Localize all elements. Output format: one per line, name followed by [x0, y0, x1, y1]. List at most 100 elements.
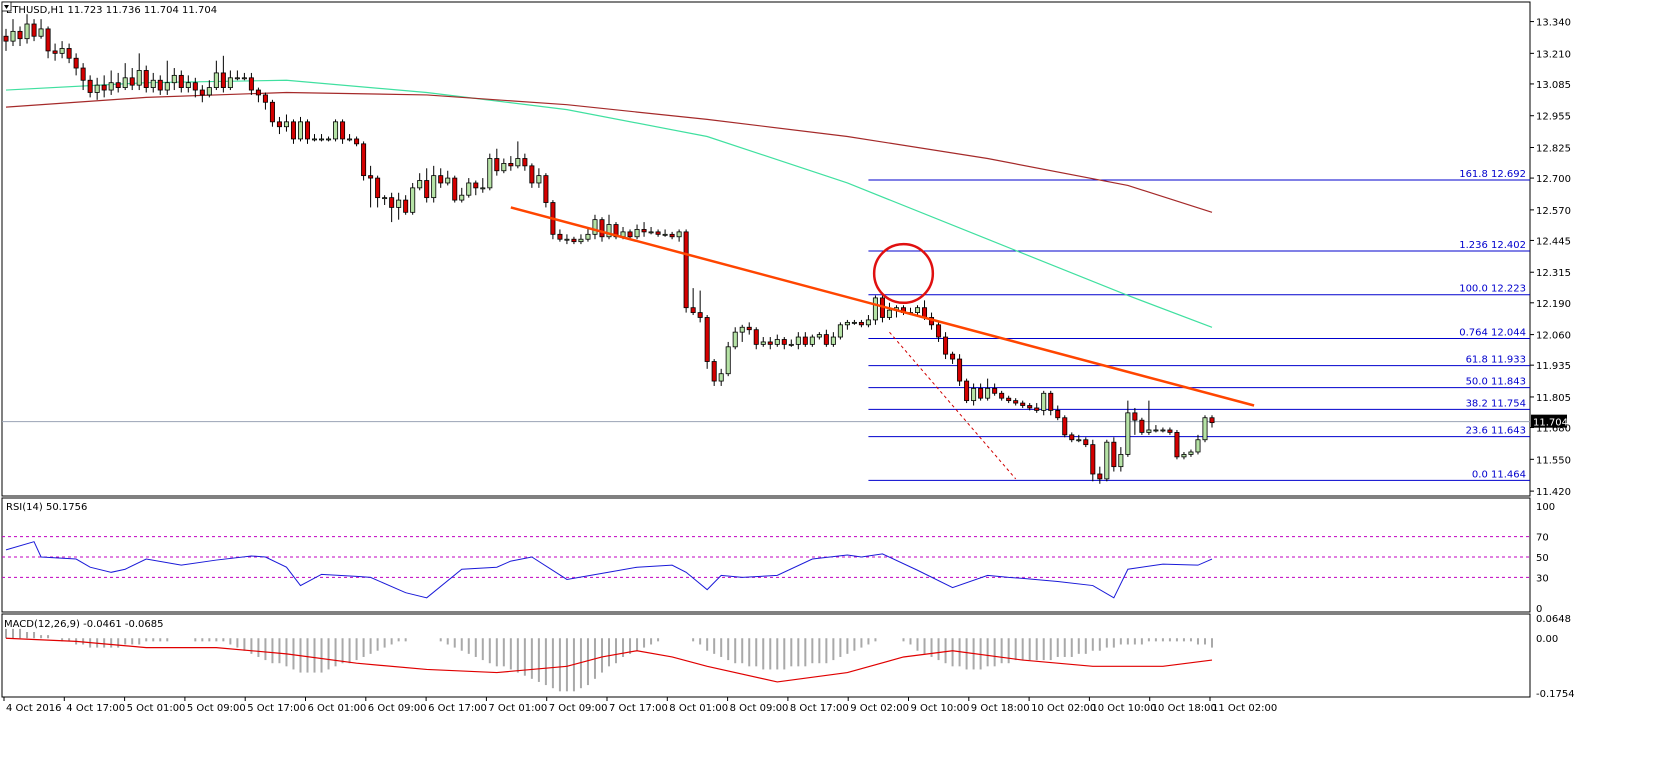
candle-bull: [319, 138, 325, 141]
x-tick-label: 9 Oct 18:00: [971, 703, 1030, 714]
candle-bear: [753, 329, 759, 345]
candle-bull: [725, 346, 731, 375]
candle-bear: [80, 67, 86, 81]
x-tick-label: 5 Oct 09:00: [187, 703, 246, 714]
candle-bull: [872, 297, 878, 321]
candle-bear: [1006, 397, 1012, 402]
highlight-circle: [872, 242, 935, 305]
candle-bear: [1167, 429, 1173, 433]
candle-bear: [746, 326, 752, 331]
candle-bull: [122, 77, 128, 88]
candle-bull: [136, 70, 142, 86]
candle-bear: [627, 231, 633, 238]
candle-bear: [1020, 402, 1026, 406]
price-frame: [1, 1, 1531, 497]
fib-level-label: 0.764 12.044: [1459, 328, 1526, 339]
x-tick-label: 7 Oct 09:00: [549, 703, 608, 714]
x-tick-label: 10 Oct 02:00: [1031, 703, 1096, 714]
candle-bear: [543, 175, 549, 203]
y-tick-label: 12.825: [1536, 144, 1571, 155]
candle-bull: [648, 231, 654, 234]
ma-red-line: [5, 91, 1213, 213]
x-tick-label: 10 Oct 18:00: [1152, 703, 1217, 714]
price-pane: 13.340 13.210 13.085 12.955 12.825 12.700 12.5…: [2, 14, 1571, 498]
fib-level-label: 50.0 11.843: [1466, 377, 1526, 388]
candle-bear: [978, 387, 984, 399]
dashed-projection-line: [889, 331, 1017, 480]
candle-bull: [662, 233, 668, 236]
y-tick-label: 12.445: [1536, 236, 1571, 247]
candle-bull: [585, 233, 591, 240]
candle-bear: [529, 165, 535, 184]
candle-bear: [999, 392, 1005, 399]
rsi-frame: [1, 497, 1531, 613]
y-tick-label: 12.190: [1536, 299, 1571, 310]
candle-bear: [424, 180, 430, 199]
candle-bear: [1174, 432, 1180, 458]
candle-bear: [641, 229, 647, 233]
candle-bear: [389, 197, 395, 208]
candle-bull: [739, 326, 745, 333]
candle-bear: [1209, 417, 1215, 424]
candle-bear: [3, 35, 9, 42]
candle-bull: [915, 307, 921, 313]
trend-line: [510, 206, 1255, 407]
fib-level-label: 23.6 11.643: [1466, 426, 1526, 437]
x-tick-label: 7 Oct 17:00: [609, 703, 668, 714]
candle-bear: [683, 231, 689, 309]
macd-tick-label: -0.1754: [1536, 689, 1575, 700]
candle-bear: [957, 358, 963, 382]
candle-bull: [150, 79, 156, 88]
y-tick-label: 13.085: [1536, 80, 1571, 91]
candle-bear: [101, 84, 107, 91]
candle-bear: [255, 89, 261, 96]
x-tick-label: 8 Oct 17:00: [790, 703, 849, 714]
candle-bull: [347, 138, 353, 141]
candle-bear: [115, 82, 121, 88]
candle-bear: [950, 353, 956, 360]
candle-bear: [508, 163, 514, 167]
candle-bear: [1069, 434, 1075, 441]
fib-level-label: 0.0 11.464: [1472, 469, 1526, 480]
y-tick-label: 12.060: [1536, 331, 1571, 342]
candle-bull: [59, 48, 65, 54]
candle-bear: [1062, 417, 1068, 436]
y-tick-label: 12.315: [1536, 268, 1571, 279]
x-tick-label: 7 Oct 01:00: [488, 703, 547, 714]
macd-signal-line: [5, 637, 1213, 683]
x-tick-label: 10 Oct 10:00: [1091, 703, 1156, 714]
x-tick-label: 5 Oct 01:00: [127, 703, 186, 714]
x-tick-label: 11 Oct 02:00: [1212, 703, 1277, 714]
candle-bear: [31, 23, 37, 37]
y-tick-label: 13.340: [1536, 18, 1571, 29]
candle-bear: [66, 48, 72, 59]
candle-bear: [354, 138, 360, 145]
rsi-pane-title: RSI(14) 50.1756: [6, 502, 87, 513]
candle-bull: [445, 177, 451, 184]
candle-bull: [431, 175, 437, 199]
candle-bear: [452, 177, 458, 201]
y-tick-label: 12.955: [1536, 112, 1571, 123]
candle-bull: [1153, 429, 1159, 432]
candle-bull: [501, 163, 507, 172]
rsi-tick-label: 100: [1536, 502, 1555, 513]
y-tick-label: 12.700: [1536, 174, 1571, 185]
candle-bull: [536, 175, 542, 184]
x-tick-label: 8 Oct 09:00: [730, 703, 789, 714]
x-tick-label: 6 Oct 01:00: [308, 703, 367, 714]
candle-bear: [1034, 407, 1040, 411]
candle-bull: [1104, 441, 1110, 480]
candle-bear: [690, 307, 696, 313]
candle-bear: [697, 312, 703, 318]
y-tick-label: 12.570: [1536, 206, 1571, 217]
candle-bull: [333, 121, 339, 140]
fib-level-label: 61.8 11.933: [1466, 355, 1526, 366]
candle-bear: [276, 121, 282, 128]
macd-frame: [1, 613, 1531, 698]
candle-bull: [24, 23, 30, 40]
fib-level-label: 100.0 12.223: [1459, 284, 1526, 295]
y-tick-label: 11.550: [1536, 455, 1571, 466]
candle-bull: [1125, 412, 1131, 455]
candle-bull: [241, 77, 247, 80]
candle-bull: [718, 373, 724, 382]
